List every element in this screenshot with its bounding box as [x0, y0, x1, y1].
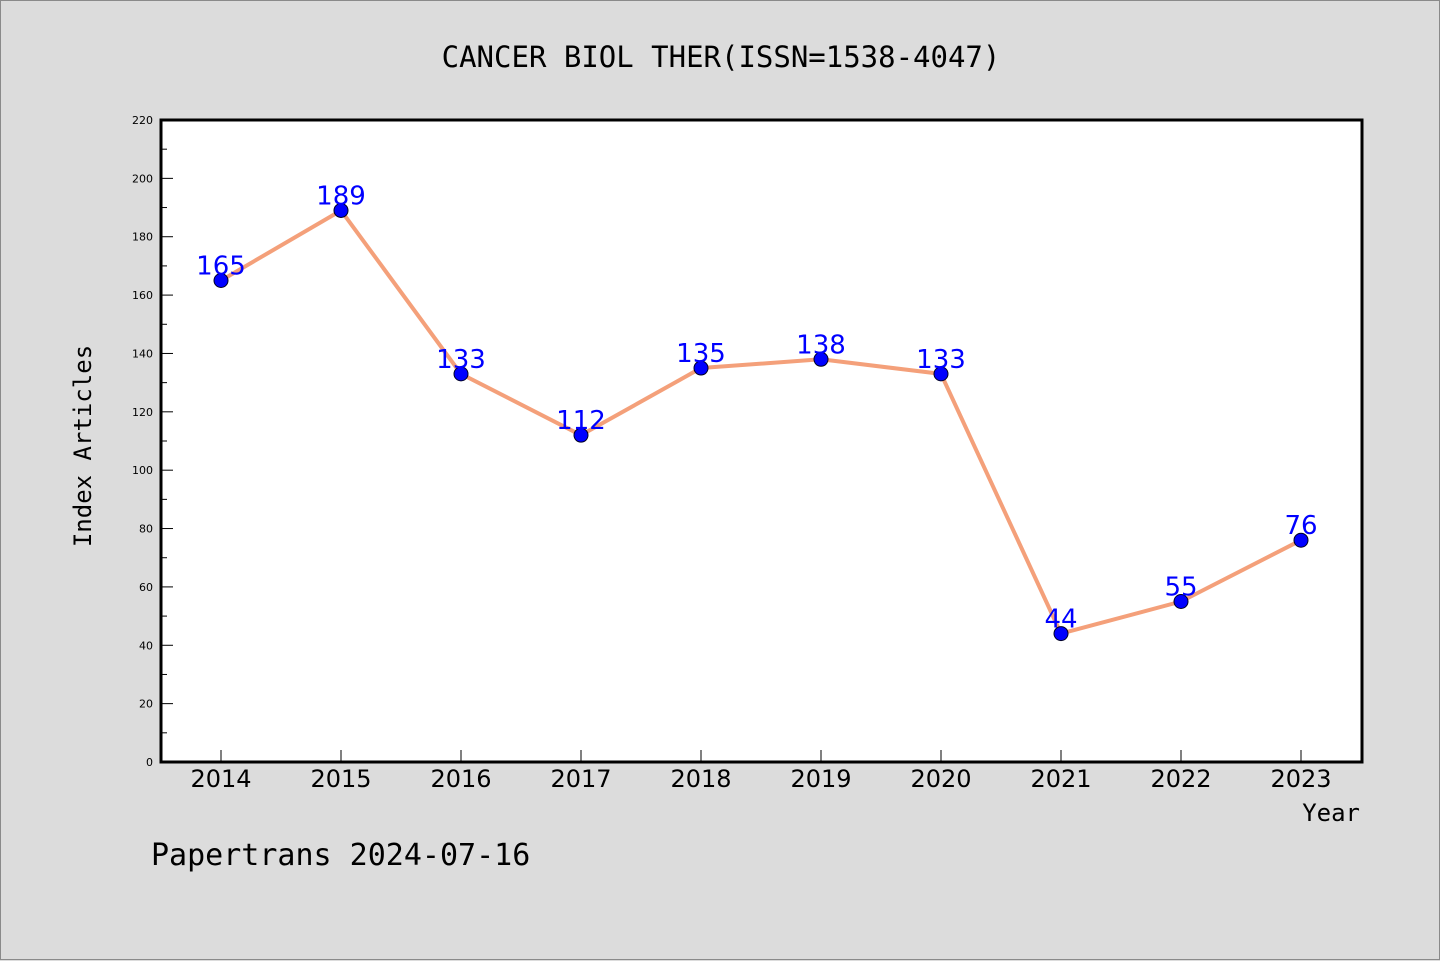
x-tick-label: 2022 [1150, 765, 1211, 793]
x-tick-label: 2020 [910, 765, 971, 793]
data-point-marker [813, 351, 829, 367]
x-tick-label: 2017 [550, 765, 611, 793]
data-point-marker [213, 273, 229, 288]
data-value-label: 189 [316, 181, 366, 211]
y-tick-label: 220 [132, 114, 153, 127]
chart-title: CANCER BIOL THER(ISSN=1538-4047) [442, 40, 1001, 74]
y-tick-label: 80 [139, 523, 153, 536]
data-value-label: 133 [436, 345, 486, 375]
x-tick-label: 2019 [790, 765, 851, 793]
y-tick-label: 60 [139, 581, 153, 594]
data-value-label: 165 [196, 252, 246, 282]
data-point-marker [933, 366, 949, 382]
watermark-text: Papertrans 2024-07-16 [151, 838, 530, 873]
data-value-label: 112 [556, 406, 606, 436]
y-tick-label: 160 [132, 289, 153, 302]
data-point-marker [1293, 532, 1309, 548]
data-point-marker [693, 360, 709, 376]
y-tick-label: 20 [139, 698, 153, 711]
data-value-label: 138 [796, 330, 846, 360]
y-tick-label: 140 [132, 347, 153, 360]
data-point-marker [1053, 626, 1069, 642]
data-value-label: 55 [1164, 573, 1197, 603]
data-point-marker [573, 427, 589, 443]
y-tick-label: 200 [132, 172, 153, 185]
x-tick-label: 2015 [310, 765, 371, 793]
plot-border [159, 118, 1364, 764]
x-tick-label: 2014 [190, 765, 251, 793]
x-tick-label: 2018 [670, 765, 731, 793]
data-value-label: 76 [1284, 511, 1317, 541]
series-line [219, 208, 1302, 636]
data-point-marker [1173, 594, 1189, 609]
y-tick-label: 100 [132, 464, 153, 477]
data-value-label: 133 [916, 345, 966, 375]
data-value-label: 135 [676, 339, 726, 369]
x-tick-label: 2016 [430, 765, 491, 793]
y-tick-label: 120 [132, 406, 153, 419]
data-point-marker [333, 202, 349, 218]
y-tick-label: 0 [146, 756, 153, 769]
x-axis-ticks: 2014 2015 2016 2017 2018 2019 2020 2021 2022 2023 [190, 750, 1332, 793]
data-labels: 165 189 133 112 135 138 133 44 55 76 [196, 181, 1317, 634]
y-axis-label: Index Articles [69, 345, 97, 547]
y-tick-label: 40 [139, 639, 153, 652]
x-axis-label: Year [1302, 799, 1360, 827]
data-value-label: 44 [1044, 605, 1077, 635]
data-markers [213, 202, 1309, 642]
x-tick-label: 2023 [1270, 765, 1331, 793]
x-tick-label: 2021 [1030, 765, 1091, 793]
y-tick-label: 180 [132, 231, 153, 244]
plot-area [161, 120, 1362, 762]
data-point-marker [453, 366, 469, 382]
